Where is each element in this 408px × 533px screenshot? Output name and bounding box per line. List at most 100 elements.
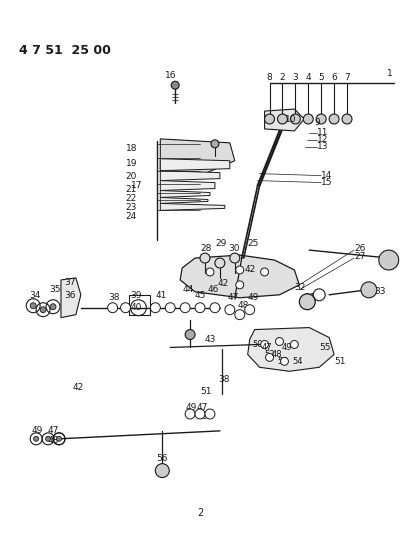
Circle shape (290, 341, 298, 349)
Text: 46: 46 (208, 285, 220, 294)
Circle shape (108, 303, 118, 313)
Text: 2: 2 (197, 508, 203, 518)
Circle shape (264, 114, 275, 124)
Circle shape (46, 437, 51, 441)
Text: 53: 53 (277, 357, 288, 366)
Text: 49: 49 (248, 293, 259, 302)
Polygon shape (160, 204, 225, 211)
Circle shape (185, 329, 195, 340)
Text: 49: 49 (185, 402, 197, 411)
Text: 10: 10 (285, 115, 296, 124)
Circle shape (316, 114, 326, 124)
Text: 7: 7 (344, 73, 350, 82)
Text: 40: 40 (131, 303, 142, 312)
Polygon shape (160, 139, 235, 175)
Text: 16: 16 (164, 71, 176, 80)
Text: 22: 22 (126, 194, 137, 203)
Text: 43: 43 (205, 335, 216, 344)
Polygon shape (160, 197, 208, 204)
Text: 49: 49 (31, 426, 42, 435)
Circle shape (275, 337, 284, 345)
Text: 48: 48 (47, 437, 58, 445)
Text: 54: 54 (293, 357, 303, 366)
Circle shape (236, 266, 244, 274)
Text: 29: 29 (215, 239, 226, 248)
Text: 6: 6 (331, 73, 337, 82)
Text: 20: 20 (126, 172, 137, 181)
Text: 15: 15 (321, 178, 333, 187)
Circle shape (165, 303, 175, 313)
Text: 9: 9 (314, 118, 320, 127)
Text: 50: 50 (253, 340, 263, 349)
Text: 19: 19 (126, 159, 137, 168)
Circle shape (155, 464, 169, 478)
Text: 38: 38 (109, 293, 120, 302)
Text: 49: 49 (282, 343, 292, 352)
Circle shape (57, 437, 62, 441)
Polygon shape (61, 278, 81, 318)
Circle shape (266, 353, 273, 361)
Text: 41: 41 (155, 292, 167, 300)
Text: 42: 42 (73, 383, 84, 392)
Text: 33: 33 (374, 287, 385, 296)
Text: 21: 21 (126, 185, 137, 194)
Polygon shape (160, 181, 215, 190)
Circle shape (195, 303, 205, 313)
Text: 17: 17 (131, 181, 142, 190)
Text: 47: 47 (262, 343, 272, 352)
Text: 47: 47 (228, 293, 239, 302)
Circle shape (230, 253, 240, 263)
Polygon shape (248, 328, 334, 372)
Circle shape (121, 303, 131, 313)
Circle shape (205, 409, 215, 419)
Text: 36: 36 (64, 292, 75, 300)
Circle shape (299, 294, 315, 310)
Polygon shape (264, 109, 304, 131)
Circle shape (195, 409, 205, 419)
Circle shape (180, 303, 190, 313)
Text: 24: 24 (126, 212, 137, 221)
Circle shape (329, 114, 339, 124)
Text: 8: 8 (267, 73, 273, 82)
Circle shape (280, 358, 288, 365)
Text: 25: 25 (248, 239, 259, 248)
Text: 38: 38 (218, 375, 229, 384)
Circle shape (210, 303, 220, 313)
Text: 47: 47 (197, 402, 208, 411)
Text: 34: 34 (29, 292, 40, 300)
Circle shape (225, 305, 235, 314)
Text: 42: 42 (218, 279, 229, 288)
Text: 55: 55 (319, 343, 331, 352)
Text: 23: 23 (126, 203, 137, 212)
Text: 45: 45 (195, 292, 206, 300)
Polygon shape (180, 255, 299, 298)
Circle shape (40, 306, 46, 313)
Text: 51: 51 (334, 357, 346, 366)
Text: 52: 52 (264, 350, 275, 359)
Circle shape (261, 268, 268, 276)
Text: 2: 2 (279, 73, 285, 82)
Text: 27: 27 (354, 252, 365, 261)
Text: 5: 5 (318, 73, 324, 82)
Polygon shape (160, 190, 210, 197)
Circle shape (206, 268, 214, 276)
Text: 31: 31 (304, 293, 316, 302)
Text: 26: 26 (354, 244, 365, 253)
Circle shape (261, 341, 268, 349)
Text: 35: 35 (49, 285, 60, 294)
Bar (129, 295, 151, 314)
Text: 37: 37 (64, 278, 75, 287)
Circle shape (34, 437, 39, 441)
Text: 42: 42 (245, 265, 256, 274)
Text: 39: 39 (131, 292, 142, 300)
Text: 48: 48 (272, 350, 282, 359)
Text: 51: 51 (200, 386, 211, 395)
Text: 30: 30 (228, 244, 239, 253)
Text: 4: 4 (306, 73, 311, 82)
Circle shape (303, 114, 313, 124)
Circle shape (290, 114, 300, 124)
Circle shape (211, 140, 219, 148)
Circle shape (342, 114, 352, 124)
Text: 28: 28 (200, 244, 211, 253)
Circle shape (215, 258, 225, 268)
